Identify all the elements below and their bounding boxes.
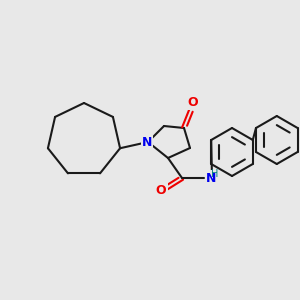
Text: N: N xyxy=(206,172,216,184)
Text: N: N xyxy=(142,136,152,148)
Text: H: H xyxy=(212,169,219,179)
Text: O: O xyxy=(156,184,166,197)
Text: O: O xyxy=(188,95,198,109)
